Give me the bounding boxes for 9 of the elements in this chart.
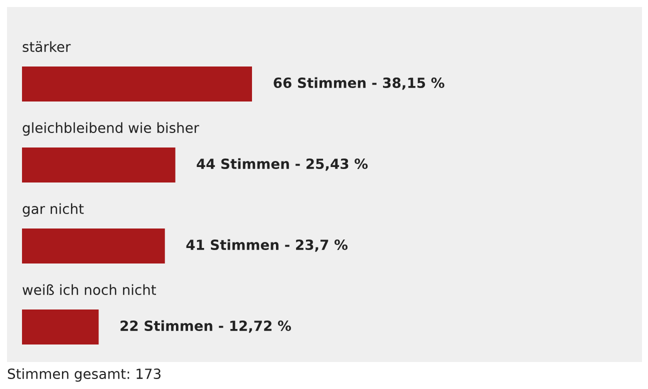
data-label: 66 Stimmen - 38,15 % <box>274 77 444 90</box>
y-tick-label: weiß ich noch nicht <box>22 284 156 296</box>
data-label: 41 Stimmen - 23,7 % <box>186 239 348 252</box>
y-tick-label: gleichbleibend wie bisher <box>22 122 200 136</box>
y-tick-label: stärker <box>22 41 71 52</box>
data-label: 44 Stimmen - 25,43 % <box>196 158 368 171</box>
text: Stimmen gesamt: 173 <box>8 368 161 382</box>
y-tick-label: gar nicht <box>22 203 84 217</box>
data-label: 22 Stimmen - 12,72 % <box>120 320 291 333</box>
